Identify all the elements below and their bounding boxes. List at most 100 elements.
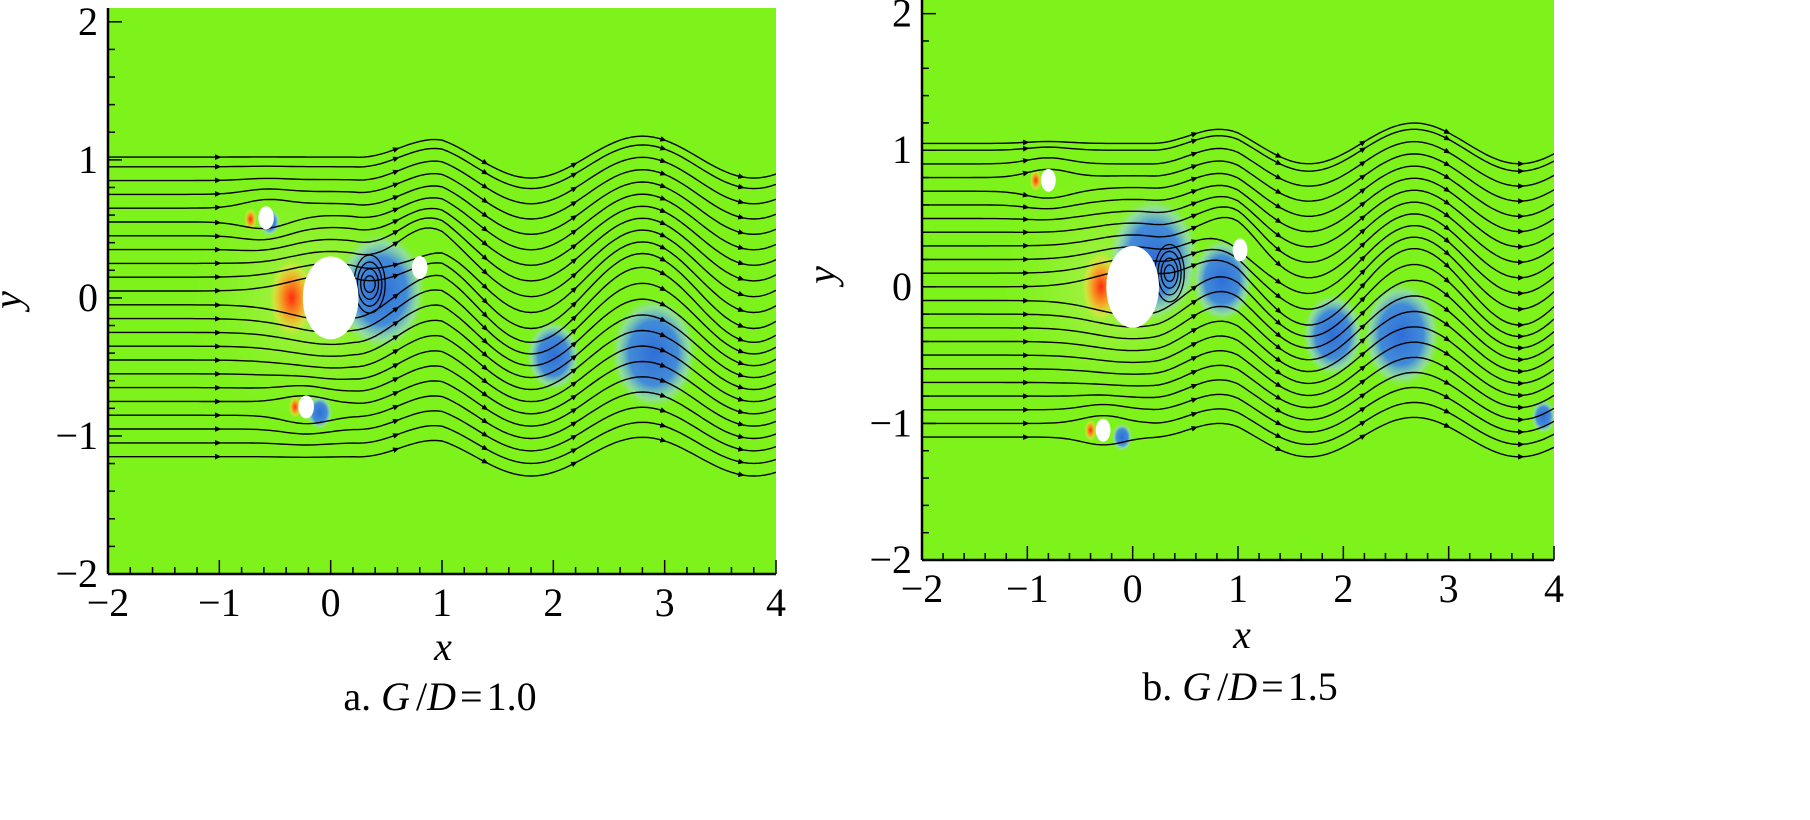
streamline-arrow-20-2 <box>1274 173 1283 180</box>
streamline-arrow-7-4 <box>1443 321 1451 328</box>
panel-b-axes <box>920 0 1555 562</box>
streamline-arrow-6-4 <box>658 347 667 353</box>
streamline-arrow-8-2 <box>1274 343 1282 351</box>
streamline-arrow-11-4 <box>658 269 667 276</box>
streamline-arrow-11-2 <box>1274 307 1282 314</box>
y-tick-label: 1 <box>78 137 98 182</box>
streamline-arrow-19-1 <box>1190 164 1198 170</box>
panel-a-caption-equals: = <box>460 674 483 719</box>
streamline-arrow-1-2 <box>1274 432 1283 439</box>
streamline-arrow-22-2 <box>1274 152 1283 158</box>
streamline-arrow-0-3 <box>1358 434 1367 441</box>
streamline-arrow-0-2 <box>1274 445 1283 451</box>
recirculation-loop-2 <box>356 261 383 307</box>
streamline-arrow-22-4 <box>658 136 667 142</box>
panel-b-caption: b. G/D = 1.5 <box>1142 664 1337 709</box>
streamline-arrow-6-2 <box>480 377 489 384</box>
streamline-arrow-20-3 <box>1358 160 1367 167</box>
streamline-arrow-21-3 <box>1358 147 1367 154</box>
streamline-arrow-18-1 <box>1190 176 1198 183</box>
streamline-arrow-12-1 <box>1190 251 1198 257</box>
positive-vorticity-2 <box>288 395 302 419</box>
streamline-arrow-6-5 <box>736 396 745 402</box>
streamline-arrow-13-5 <box>736 306 745 312</box>
streamline-arrow-2-5 <box>736 446 745 452</box>
streamline-arrow-4-4 <box>658 377 667 383</box>
streamline-arrow-4-2 <box>480 404 489 411</box>
streamline-arrow-17-2 <box>480 225 489 232</box>
panel-a-cylinders <box>258 206 428 419</box>
panel-a-axes <box>106 8 777 576</box>
x-tick-label: 2 <box>543 580 563 625</box>
panel-b: −2 −1 0 1 2 3 4 −2 −1 0 1 2 x y b. G/D = 1.5 <box>799 0 1564 709</box>
streamline-arrow-18-4 <box>658 182 667 189</box>
streamline-arrow-17-2 <box>1274 217 1282 224</box>
recirculation-loop-0 <box>363 275 376 294</box>
streamline-arrow-19-4 <box>658 170 667 176</box>
streamline-arrow-10-3 <box>1358 295 1366 304</box>
streamline-arrow-12-5 <box>736 322 745 328</box>
x-tick-label: 0 <box>321 580 341 625</box>
x-tick-label: 3 <box>1439 566 1459 611</box>
streamline-arrow-16-2 <box>1274 231 1282 238</box>
positive-vorticity-2 <box>1084 418 1097 442</box>
streamline-arrow-19-2 <box>1274 188 1283 195</box>
streamline-arrow-5-4 <box>658 362 667 368</box>
streamline-arrow-5-2 <box>480 390 489 397</box>
streamline-arrow-17-4 <box>658 195 667 201</box>
streamline-arrow-7-1 <box>1190 327 1198 334</box>
streamline-arrow-4-3 <box>569 407 578 414</box>
streamline-arrow-10-2 <box>480 323 489 332</box>
recirculation-loop-0 <box>1163 264 1176 283</box>
streamline-arrow-10-1 <box>1190 285 1198 292</box>
streamline-arrow-7-5 <box>736 384 745 390</box>
streamline-arrow-17-3 <box>1358 201 1367 208</box>
streamline-arrow-8-2 <box>480 350 489 358</box>
positive-vorticity-0 <box>267 255 317 341</box>
streamline-arrow-9-5 <box>736 359 745 366</box>
streamline-arrow-6-1 <box>1190 342 1198 348</box>
streamline-arrow-16-3 <box>1358 214 1367 222</box>
streamline-arrow-13-2 <box>1274 278 1282 285</box>
streamline-arrow-9-2 <box>480 337 489 345</box>
streamline-arrow-5-2 <box>1274 381 1282 388</box>
streamline-arrow-12-3 <box>1358 268 1366 277</box>
streamline-arrow-17-1 <box>1190 189 1198 195</box>
panel-b-caption-slash: / <box>1217 664 1229 709</box>
streamline-arrow-1-3 <box>1358 420 1367 427</box>
streamline-arrow-14-3 <box>569 272 578 279</box>
streamline-arrow-13-4 <box>1443 237 1451 244</box>
x-tick-label: 4 <box>766 580 786 625</box>
streamline-arrow-19-3 <box>569 200 578 207</box>
streamline-arrow-4-2 <box>1274 394 1282 401</box>
streamline-arrow-15-3 <box>569 257 578 265</box>
streamline-arrow-6-4 <box>1443 335 1451 342</box>
streamline-arrow-22-4 <box>1443 128 1451 134</box>
streamline-arrow-3-2 <box>480 417 489 424</box>
streamline-arrow-9-1 <box>391 320 400 327</box>
control-rod-1 <box>1041 168 1056 192</box>
panel-a-caption-prefix: a. <box>343 674 381 719</box>
streamline-arrow-12-1 <box>391 273 400 280</box>
streamline-arrow-11-1 <box>1190 263 1198 269</box>
control-rod-3 <box>1232 238 1248 262</box>
streamline-arrow-9-2 <box>1274 331 1282 338</box>
panel-b-x-tick-labels: −2 −1 0 1 2 3 4 <box>901 566 1564 611</box>
panel-b-y-tick-labels: −2 −1 0 1 2 <box>869 0 912 582</box>
streamline-arrow-13-4 <box>658 244 667 250</box>
panel-a: −2 −1 0 1 2 3 4 −2 −1 0 1 2 x y a. G/D=1.0 <box>0 0 786 719</box>
streamline-arrow-1-4 <box>658 422 667 428</box>
streamline-arrow-8-5 <box>736 371 745 378</box>
streamline-arrow-10-3 <box>569 328 578 336</box>
streamline-arrow-9-3 <box>569 341 578 348</box>
panel-a-y-axis-label: y <box>0 291 30 313</box>
streamline-arrow-14-4 <box>658 231 667 238</box>
streamline-arrow-4-5 <box>736 420 745 427</box>
streamline-arrow-3-5 <box>736 433 745 440</box>
streamline-arrow-19-3 <box>1358 174 1367 181</box>
negative-vortex-5 <box>1530 399 1554 434</box>
streamline-arrow-19-1 <box>391 182 400 188</box>
control-rod-3 <box>411 255 428 280</box>
streamline-arrow-12-2 <box>480 296 489 305</box>
y-tick-label: 0 <box>78 275 98 320</box>
